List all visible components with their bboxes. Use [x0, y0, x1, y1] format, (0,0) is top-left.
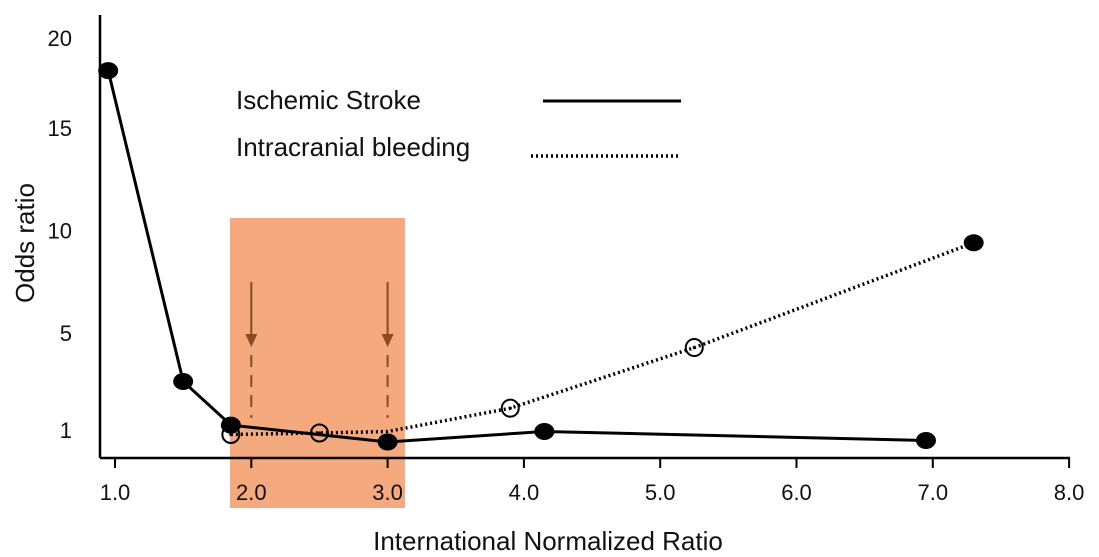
data-point-filled: [173, 373, 194, 390]
y-tick-label: 1: [60, 418, 72, 443]
intracranial-bleeding-line: [230, 241, 975, 437]
therapeutic-range-band: [230, 218, 405, 508]
x-axis-title: International Normalized Ratio: [373, 526, 723, 556]
data-point-open-center: [692, 345, 696, 350]
legend: Ischemic Stroke Intracranial bleeding: [236, 85, 681, 162]
data-point-open: [684, 338, 704, 358]
data-point-open: [221, 425, 241, 444]
x-tick-label: 7.0: [918, 480, 949, 505]
data-point-filled: [963, 234, 984, 252]
legend-label-intracranial-bleeding: Intracranial bleeding: [236, 132, 470, 162]
data-point-open: [500, 398, 520, 418]
x-tick-label: 2.0: [236, 480, 267, 505]
series-layer: [98, 62, 984, 451]
y-tick-label: 15: [48, 116, 72, 141]
x-tick-label: 8.0: [1054, 480, 1085, 505]
data-point-open-center: [508, 406, 512, 410]
therapeutic-range-layer: [230, 218, 405, 508]
x-tick-label: 1.0: [100, 480, 131, 505]
data-point-open-center: [229, 432, 233, 437]
y-tick-label: 20: [48, 26, 72, 51]
x-tick-label: 3.0: [372, 480, 403, 505]
ischemic-stroke-line: [106, 70, 927, 444]
legend-label-ischemic-stroke: Ischemic Stroke: [236, 85, 421, 115]
data-point-filled: [98, 62, 119, 80]
x-tick-label: 5.0: [645, 480, 676, 505]
range-arrow-head: [381, 334, 394, 347]
range-arrow-head: [245, 334, 258, 347]
data-point-filled: [534, 423, 555, 440]
y-axis-title: Odds ratio: [10, 183, 40, 303]
data-point-open: [309, 423, 329, 443]
data-point-filled: [377, 433, 398, 451]
data-point-filled: [915, 432, 936, 449]
y-tick-label: 10: [48, 219, 72, 244]
data-point-open-center: [317, 431, 322, 435]
x-tick-label: 6.0: [781, 480, 812, 505]
x-tick-label: 4.0: [509, 480, 540, 505]
y-tick-label: 5: [60, 321, 72, 346]
